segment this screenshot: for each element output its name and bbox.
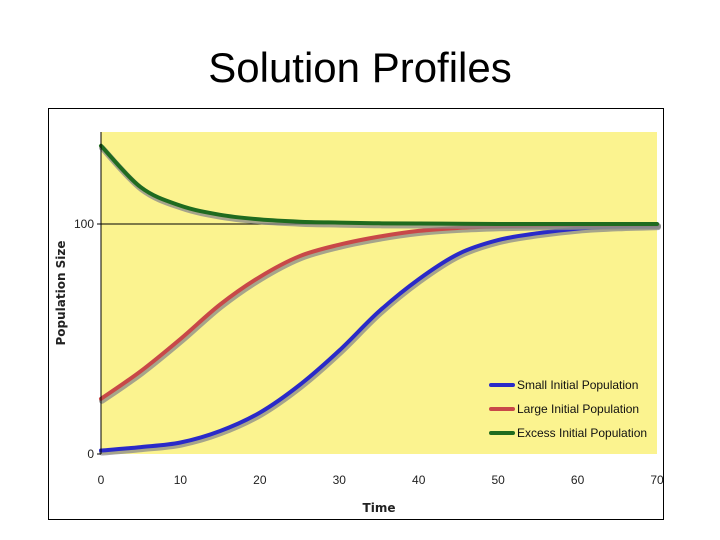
x-tick-label: 70 bbox=[650, 473, 663, 487]
x-tick-label: 20 bbox=[253, 473, 267, 487]
x-tick-label: 10 bbox=[174, 473, 188, 487]
chart-figure: 0 100 0 10 20 30 40 50 60 70 Time Population Size S… bbox=[48, 108, 664, 520]
y-axis-title: Population Size bbox=[54, 240, 68, 345]
x-tick-label: 30 bbox=[333, 473, 347, 487]
series-line-2 bbox=[99, 143, 659, 227]
legend-label-1: Large Initial Population bbox=[517, 402, 639, 416]
legend-label-0: Small Initial Population bbox=[517, 378, 638, 392]
x-axis-title: Time bbox=[363, 501, 396, 515]
plot-background bbox=[101, 132, 657, 454]
slide-title: Solution Profiles bbox=[208, 44, 512, 91]
legend-label-2: Excess Initial Population bbox=[517, 426, 647, 440]
y-tick-label: 0 bbox=[87, 447, 94, 461]
x-tick-label: 50 bbox=[491, 473, 505, 487]
series-shadow-0 bbox=[99, 224, 661, 456]
population-chart: 0 100 0 10 20 30 40 50 60 70 Time Population Size S… bbox=[54, 132, 663, 515]
x-tick-label: 60 bbox=[571, 473, 585, 487]
x-tick-label: 40 bbox=[412, 473, 426, 487]
x-tick-label: 0 bbox=[98, 473, 105, 487]
y-tick-label: 100 bbox=[74, 217, 94, 231]
